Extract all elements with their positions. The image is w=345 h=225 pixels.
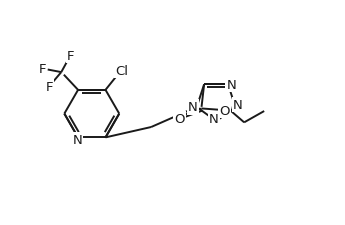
Text: N: N bbox=[209, 113, 219, 126]
Text: F: F bbox=[39, 63, 46, 75]
Text: N: N bbox=[188, 101, 198, 114]
Text: F: F bbox=[67, 50, 74, 63]
Text: F: F bbox=[45, 81, 53, 94]
Text: N: N bbox=[233, 99, 243, 112]
Text: O: O bbox=[174, 112, 185, 125]
Text: N: N bbox=[226, 78, 236, 91]
Text: Cl: Cl bbox=[115, 65, 128, 78]
Text: N: N bbox=[72, 134, 82, 147]
Text: O: O bbox=[219, 104, 230, 117]
